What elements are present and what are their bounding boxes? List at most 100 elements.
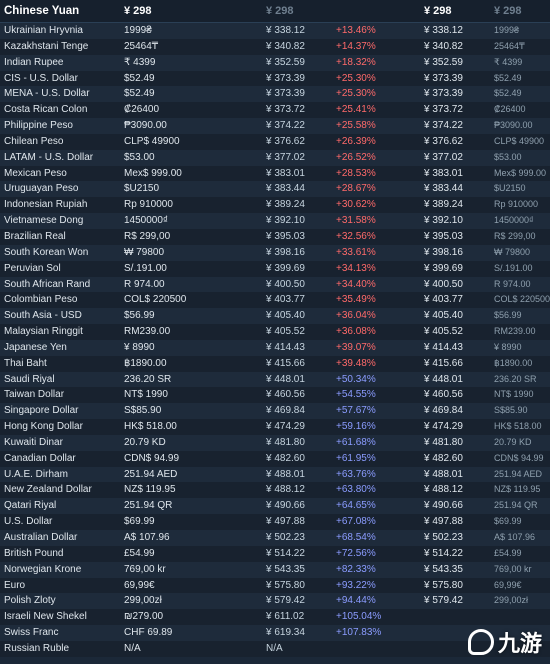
table-row: Peruvian Sol S/.191.00 ¥ 399.69 +34.13% ¥ 39… [0,260,550,277]
cny-price-repeat: ¥ 488.01 [424,468,463,480]
currency-name: Singapore Dollar [4,405,79,417]
percent-diff: +72.56% [336,547,376,559]
cny-price: ¥ 377.02 [266,151,305,163]
jiuyou-logo-icon [467,629,494,655]
currency-name: Kazakhstani Tenge [4,40,89,52]
local-price-repeat [490,609,550,625]
table-row: Israeli New Shekel ₪279.00 ¥ 611.02 +105.04… [0,609,550,626]
percent-diff: +107.83% [336,627,382,639]
cny-price-repeat: ¥ 395.03 [424,230,463,242]
currency-name: MENA - U.S. Dollar [4,88,90,100]
local-price-repeat: R 974.00 [494,278,531,289]
percent-diff: +25.41% [336,104,376,116]
cny-price: N/A [266,642,283,654]
currency-name: South Korean Won [4,246,89,258]
table-row: MENA - U.S. Dollar $52.49 ¥ 373.39 +25.30% ¥… [0,86,550,103]
cny-price: ¥ 338.12 [266,25,305,36]
local-price-repeat: ₩ 79800 [494,246,531,257]
percent-diff: +54.55% [336,389,376,401]
table-row: U.S. Dollar $69.99 ¥ 497.88 +67.08% ¥ 497.88… [0,514,550,530]
spacer [402,372,420,388]
spacer [402,86,420,102]
table-row: Qatari Riyal 251.94 QR ¥ 490.66 +64.65% ¥ 49… [0,498,550,515]
local-price-repeat: HK$ 518.00 [494,421,542,432]
cny-price-repeat: ¥ 448.01 [424,373,463,385]
local-price: 20.79 KD [124,436,166,448]
local-price-repeat: 20.79 KD [494,436,532,447]
currency-name: Peruvian Sol [4,262,61,274]
spacer [402,625,420,641]
table-row: Norwegian Krone 769,00 kr ¥ 543.35 +82.33% ¥… [0,561,550,578]
percent-diff: +36.04% [336,310,376,322]
cny-price: ¥ 460.56 [266,389,305,401]
local-price: CLP$ 49900 [124,135,180,147]
cny-price-repeat: ¥ 373.72 [424,104,463,116]
spacer [402,166,420,182]
local-price-repeat: S$85.90 [494,405,528,416]
cny-price: ¥ 414.43 [266,341,305,353]
local-price-repeat: 299,00zł [494,595,529,606]
table-row: Chilean Peso CLP$ 49900 ¥ 376.62 +26.39% ¥ 3… [0,133,550,150]
currency-name: U.A.E. Dirham [4,468,68,480]
local-price-repeat: 25464₸ [494,40,525,51]
local-price: 25464₸ [124,40,159,52]
cny-price: ¥ 619.34 [266,627,305,639]
spacer [402,118,420,134]
local-price-repeat: R$ 299,00 [494,230,536,241]
table-row: Kuwaiti Dinar 20.79 KD ¥ 481.80 +61.68% ¥ 48… [0,434,550,451]
percent-diff: +39.48% [336,357,376,369]
spacer [402,308,420,324]
cny-price-repeat: ¥ 403.77 [424,294,463,306]
currency-name: Ukrainian Hryvnia [4,25,83,36]
cny-price: ¥ 514.22 [266,547,305,559]
spacer [402,562,420,578]
percent-diff [332,641,402,657]
local-price-repeat: NZ$ 119.95 [494,484,541,495]
percent-diff: +25.30% [336,88,376,100]
currency-name: Euro [4,579,26,591]
cny-price: ¥ 543.35 [266,563,305,575]
currency-name: Hong Kong Dollar [4,421,83,433]
percent-diff: +30.62% [336,199,376,211]
spacer [402,419,420,435]
local-price: NT$ 1990 [124,389,168,401]
cny-price: ¥ 415.66 [266,357,305,369]
table-row: New Zealand Dollar NZ$ 119.95 ¥ 488.12 +63.… [0,482,550,499]
cny-price: ¥ 575.80 [266,579,305,591]
cny-price-repeat: ¥ 377.02 [424,151,463,163]
cny-price: ¥ 482.60 [266,452,305,464]
percent-diff: +68.54% [336,532,376,543]
percent-diff: +64.65% [336,500,376,512]
table-row: Polish Zloty 299,00zł ¥ 579.42 +94.44% ¥ 579… [0,593,550,610]
table-row: Taiwan Dollar NT$ 1990 ¥ 460.56 +54.55% ¥ 46… [0,387,550,404]
local-price-repeat: ฿1890.00 [494,357,533,368]
local-price-repeat: 769,00 kr [494,563,532,574]
local-price-repeat: 1450000₫ [494,215,534,226]
table-row: CIS - U.S. Dollar $52.49 ¥ 373.39 +25.30% ¥ … [0,70,550,87]
percent-diff: +31.58% [336,215,376,227]
currency-name: LATAM - U.S. Dollar [4,151,94,163]
spacer [402,277,420,293]
cny-price-repeat: ¥ 490.66 [424,500,463,512]
percent-diff: +28.67% [336,183,376,195]
local-price-repeat: 251.94 QR [494,500,538,511]
currency-name: Colombian Peso [4,294,78,306]
table-row: South Korean Won ₩ 79800 ¥ 398.16 +33.61% ¥ … [0,244,550,261]
spacer [402,213,420,229]
table-row: Russian Ruble N/A N/A [0,640,550,657]
percent-diff: +14.37% [336,40,376,52]
spacer [402,39,420,55]
local-price: $U2150 [124,183,160,195]
cny-price-repeat: ¥ 389.24 [424,199,463,211]
cny-price: ¥ 405.52 [266,326,305,338]
spacer [402,261,420,277]
spacer [402,356,420,372]
cny-price: ¥ 352.59 [266,56,305,68]
table-row: U.A.E. Dirham 251.94 AED ¥ 488.01 +63.76% ¥ … [0,466,550,483]
cny-price: ¥ 398.16 [266,246,305,258]
spacer [402,435,420,451]
local-price: $52.49 [124,88,155,100]
local-price-repeat: Rp 910000 [494,199,539,210]
currency-name: Israeli New Shekel [4,611,87,623]
local-price: $52.49 [124,72,155,84]
